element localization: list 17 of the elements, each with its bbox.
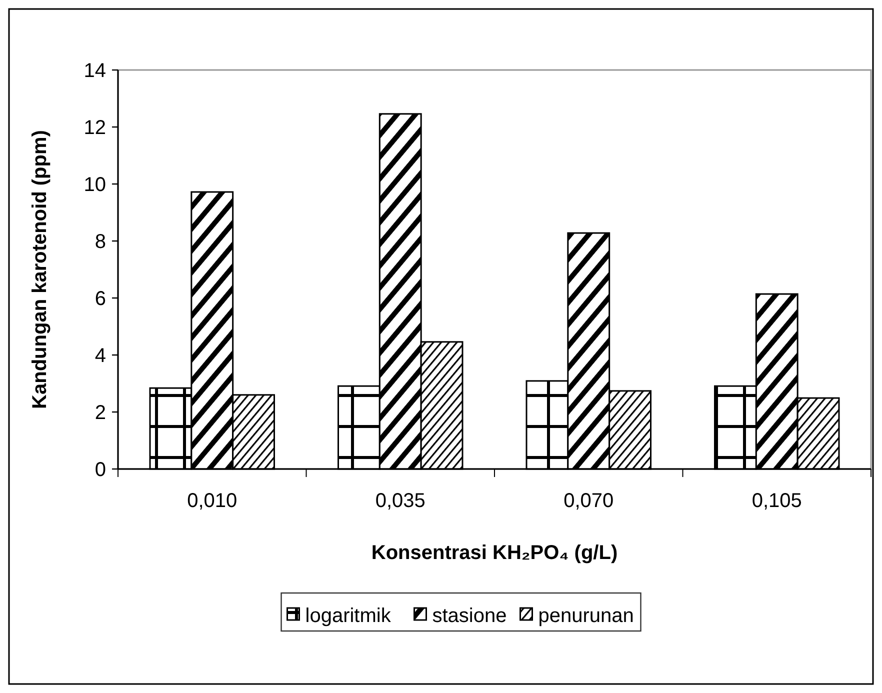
x-tick-label: 0,010 — [187, 490, 238, 512]
legend-label: penurunan — [538, 605, 634, 627]
x-tick-label: 0,070 — [564, 490, 614, 512]
y-tick-label: 4 — [94, 345, 106, 367]
y-tick-label: 14 — [84, 60, 106, 82]
y-tick-label: 8 — [94, 231, 106, 253]
legend-label: stasione — [432, 605, 507, 627]
x-axis-title: Konsentrasi KH₂PO₄ (g/L) — [371, 542, 618, 564]
y-tick-label: 12 — [84, 117, 106, 139]
legend-label: logaritmik — [305, 605, 392, 627]
y-tick-label: 0 — [94, 459, 106, 481]
x-tick-label: 0,105 — [752, 490, 802, 512]
y-axis-title: Kandungan karotenoid (ppm) — [29, 130, 51, 409]
x-tick-label: 0,035 — [375, 490, 426, 512]
y-tick-label: 10 — [84, 174, 106, 196]
y-tick-label: 2 — [94, 402, 106, 424]
y-tick-label: 6 — [94, 288, 106, 310]
